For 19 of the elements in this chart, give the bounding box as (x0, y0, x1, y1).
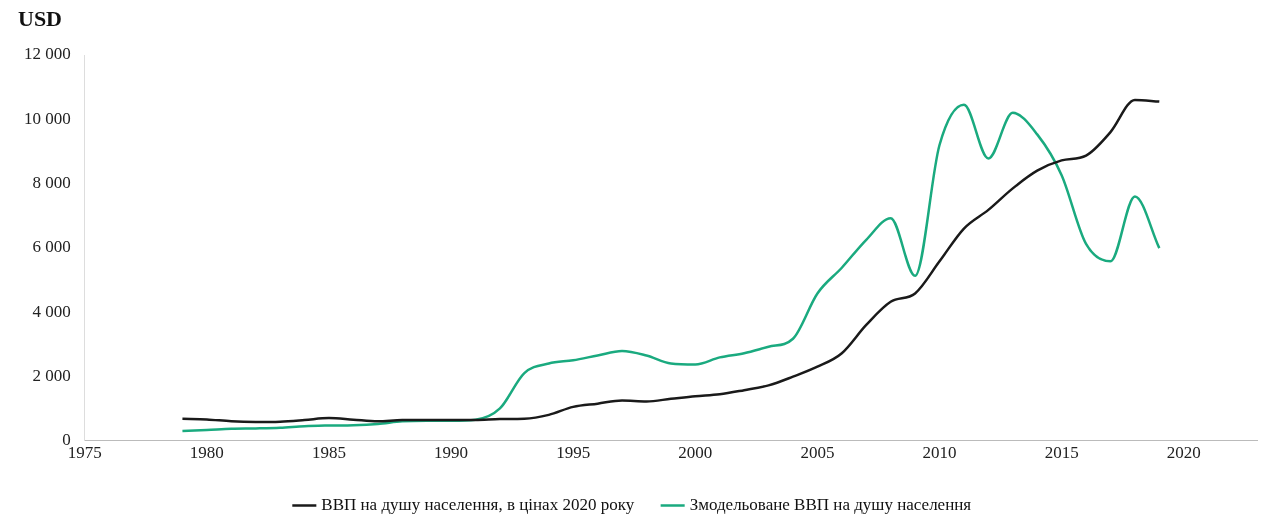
y-tick-label: 4 000 (32, 301, 71, 321)
x-tick-label: 1990 (434, 443, 469, 463)
y-tick-label: 6 000 (32, 237, 71, 257)
x-tick-label: 2020 (1166, 443, 1201, 463)
y-tick-label: 10 000 (24, 108, 71, 128)
x-tick-label: 2015 (1044, 443, 1079, 463)
y-tick-label: 0 (62, 430, 71, 450)
legend-label: Змодельоване ВВП на душу населення (689, 494, 972, 514)
y-tick-label: 2 000 (32, 365, 71, 385)
x-tick-label: 1995 (556, 443, 591, 463)
y-tick-label: 12 000 (24, 44, 71, 64)
x-tick-label: 2000 (678, 443, 713, 463)
legend-label: ВВП на душу населення, в цінах 2020 року (321, 494, 635, 514)
x-tick-label: 2010 (922, 443, 957, 463)
x-tick-label: 1985 (311, 443, 346, 463)
y-tick-label: 8 000 (32, 173, 71, 192)
x-tick-label: 2005 (800, 443, 835, 463)
x-tick-label: 1980 (189, 443, 224, 463)
y-axis-title: USD (18, 6, 63, 32)
